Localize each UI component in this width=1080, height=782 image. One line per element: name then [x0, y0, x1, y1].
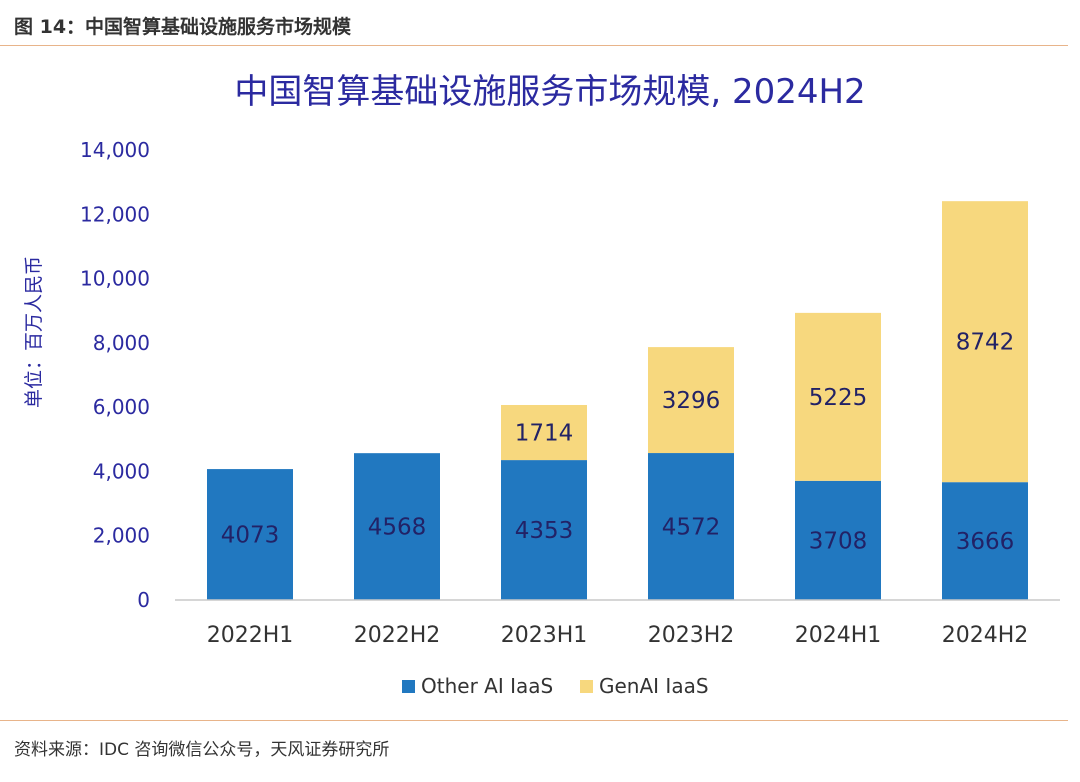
- x-tick-label: 2022H2: [354, 623, 441, 648]
- legend-label-other-ai-iaas: Other AI IaaS: [421, 674, 553, 698]
- bar-genai-iaas: [795, 312, 881, 481]
- figure-caption: 图 14：中国智算基础设施服务市场规模: [14, 16, 352, 38]
- bar-genai-iaas: [501, 404, 587, 461]
- bar-genai-iaas: [648, 347, 734, 454]
- bar-value-label: 5225: [809, 385, 868, 411]
- top-divider: [0, 45, 1068, 46]
- bar-other-ai-iaas: [207, 469, 293, 600]
- y-tick-label: 12,000: [80, 202, 150, 226]
- y-tick-label: 8,000: [93, 331, 150, 355]
- bar-value-label: 1714: [515, 421, 574, 447]
- bar-value-label: 4568: [368, 515, 427, 541]
- bar-value-label: 4572: [662, 515, 721, 541]
- bar-other-ai-iaas: [942, 482, 1028, 600]
- bar-value-label: 3666: [956, 529, 1015, 555]
- y-tick-label: 10,000: [80, 267, 150, 291]
- bar-other-ai-iaas: [501, 460, 587, 600]
- bar-value-label: 4353: [515, 518, 574, 544]
- bar-value-label: 8742: [956, 330, 1015, 356]
- legend-swatch-genai-iaas: [580, 680, 593, 693]
- x-tick-labels: 2022H1 2022H2 2023H1 2023H2 2024H1 2024H2: [207, 623, 1029, 648]
- y-tick-label: 6,000: [93, 395, 150, 419]
- bar-group: 4073 4568 4353 1714 4572 3296 3708 5225 3666 8742: [207, 201, 1028, 600]
- y-axis-label: 单位：百万人民币: [23, 256, 45, 408]
- chart-legend: Other AI IaaS GenAI IaaS: [402, 674, 709, 698]
- x-tick-label: 2022H1: [207, 623, 294, 648]
- bar-other-ai-iaas: [648, 453, 734, 600]
- x-tick-label: 2024H2: [942, 623, 1029, 648]
- y-tick-label: 2,000: [93, 524, 150, 548]
- chart-title: 中国智算基础设施服务市场规模, 2024H2: [234, 72, 865, 112]
- bar-value-label: 3708: [809, 528, 868, 554]
- x-tick-label: 2024H1: [795, 623, 882, 648]
- x-tick-label: 2023H1: [501, 623, 588, 648]
- bar-genai-iaas: [942, 201, 1028, 483]
- bar-value-label: 4073: [221, 523, 280, 549]
- bar-other-ai-iaas: [795, 480, 881, 600]
- bottom-divider: [0, 720, 1068, 721]
- y-tick-labels: 0 2,000 4,000 6,000 8,000 10,000 12,000 14,000: [80, 138, 150, 612]
- y-tick-label: 14,000: [80, 138, 150, 162]
- bar-value-label: 3296: [662, 388, 721, 414]
- source-note: 资料来源：IDC 咨询微信公众号，天风证券研究所: [14, 740, 390, 760]
- legend-label-genai-iaas: GenAI IaaS: [599, 674, 709, 698]
- y-tick-label: 0: [137, 588, 150, 612]
- bar-other-ai-iaas: [354, 453, 440, 600]
- x-tick-label: 2023H2: [648, 623, 735, 648]
- y-tick-label: 4,000: [93, 459, 150, 483]
- legend-swatch-other-ai-iaas: [402, 680, 415, 693]
